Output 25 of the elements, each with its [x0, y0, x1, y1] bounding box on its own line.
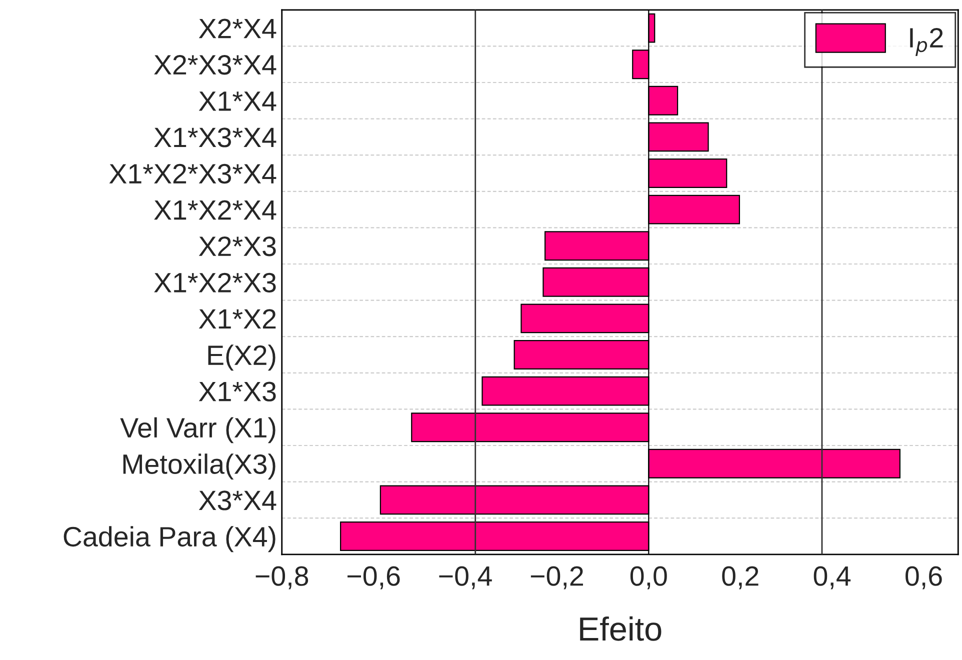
y-tick-label: X2*X3 [198, 236, 276, 256]
y-tick-label: X1*X3 [198, 382, 276, 402]
x-tick-label: −0,4 [439, 566, 492, 590]
legend-label: I$_{p}$2 [910, 28, 943, 56]
y-tick-label: Metoxila(X3) [123, 454, 276, 480]
x-tick-label: 0,6 [906, 566, 942, 590]
y-tick-label: X1*X2*X3 [154, 272, 276, 292]
x-axis-title: Efeito [580, 616, 662, 641]
x-tick-label: 0,0 [630, 566, 667, 590]
x-tick-label: −0,2 [530, 566, 583, 590]
x-tick-label: −0,6 [348, 566, 400, 590]
y-tick-label: Vel Varr (X1) [120, 417, 276, 444]
y-tick-label: X3*X4 [198, 490, 276, 510]
y-tick-label: X1*X2*X4 [154, 200, 276, 220]
y-tick-label: X1*X3*X4 [154, 128, 276, 148]
y-tick-label: X1*X2*X3*X4 [109, 164, 276, 184]
x-tick-label: −0,8 [256, 566, 308, 590]
y-tick-label: X1*X4 [198, 92, 276, 111]
y-tick-label: X1*X2 [198, 309, 276, 329]
y-tick-label: E(X2) [208, 344, 276, 371]
x-tick-label: 0,2 [722, 566, 758, 590]
x-tick-label: 0,4 [814, 566, 851, 590]
y-tick-label: Cadeia Para (X4) [64, 526, 276, 552]
y-tick-label: X2*X4 [198, 18, 276, 38]
y-tick-label: X2*X3*X4 [154, 55, 276, 75]
